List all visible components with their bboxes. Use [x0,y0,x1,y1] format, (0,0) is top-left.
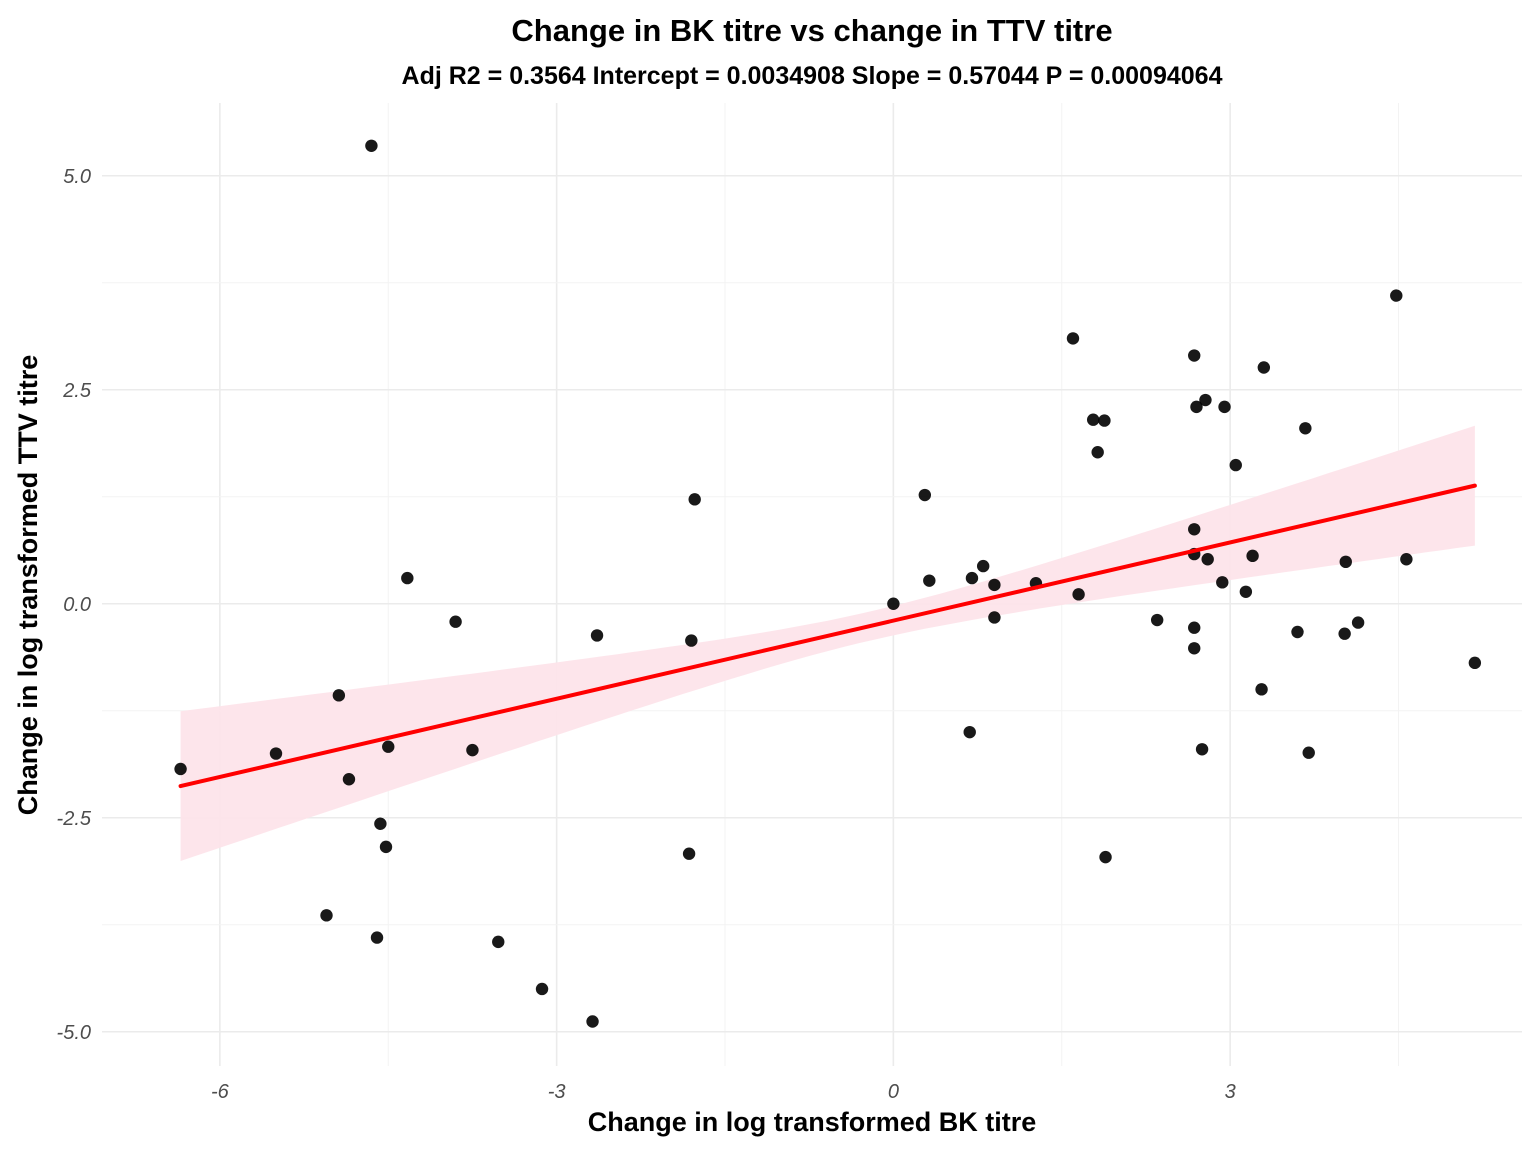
y-tick-label: 2.5 [62,380,92,402]
data-point [923,574,936,587]
data-point [174,762,187,776]
chart-title: Change in BK titre vs change in TTV titr… [511,13,1112,48]
data-point [466,743,479,757]
data-point [1188,642,1201,655]
data-point [320,909,333,922]
data-point [382,740,395,753]
data-point [1246,549,1259,563]
data-point [963,725,976,739]
data-point [1351,616,1365,629]
data-point [1150,613,1164,627]
data-point [1400,553,1413,566]
data-point [1066,332,1080,345]
data-point [1188,349,1201,362]
y-tick-label: -5.0 [57,1022,91,1044]
data-point [1338,627,1351,640]
x-tick-label: 3 [1225,1081,1236,1103]
data-point [1229,458,1242,472]
y-tick-label: 5.0 [63,166,91,188]
data-point [365,139,378,152]
data-point [1199,393,1212,407]
data-point [1468,656,1482,670]
data-point [988,578,1001,592]
confidence-band [180,425,1475,861]
x-axis-label: Change in log transformed BK titre [588,1107,1037,1137]
data-point [1339,555,1352,569]
data-point [1201,553,1214,566]
y-tick-label: -2.5 [57,808,92,830]
data-point [1218,400,1231,414]
data-point [1390,289,1403,302]
data-point [1086,413,1100,426]
data-point [1302,746,1315,759]
data-point [1098,414,1111,427]
x-tick-label: 0 [888,1081,899,1103]
regression-line-layer [178,483,1477,789]
data-point [535,982,549,996]
data-point [1091,446,1104,459]
data-point [1216,576,1229,589]
data-point [449,615,462,628]
data-point [1190,400,1203,414]
data-point [965,571,979,585]
gridlines [102,103,1522,1066]
data-point [1255,683,1268,696]
data-point [1299,422,1312,435]
data-point [1257,361,1271,374]
data-point [685,634,698,647]
data-point [590,629,604,642]
data-point [586,1015,599,1028]
data-point [1188,523,1201,536]
data-point [1291,625,1304,639]
y-tick-label: 0.0 [63,594,91,616]
data-point [976,559,990,573]
confidence-band-layer [180,425,1475,861]
data-point [342,773,356,786]
data-point [1099,850,1112,864]
data-point [1072,588,1085,601]
data-point [988,611,1001,624]
data-point [688,493,701,506]
data-point [269,747,283,760]
data-point [370,931,384,944]
chart-subtitle: Adj R2 = 0.3564 Intercept = 0.0034908 Sl… [402,62,1223,90]
data-point [1195,743,1209,756]
tick-labels-layer: -6 -3 0 3 -5.0 -2.5 0.0 2.5 5.0 [57,166,1236,1103]
data-point [1239,585,1253,598]
data-point [401,571,414,585]
data-points-layer [174,139,1482,1028]
data-point [492,935,505,949]
x-tick-label: -6 [211,1081,230,1103]
y-axis-label: Change in log transformed TTV titre [13,355,43,816]
data-point [379,840,393,854]
data-point [887,597,900,610]
data-point [374,817,387,830]
data-point [1188,621,1201,634]
x-tick-label: -3 [548,1081,566,1103]
regression-line [178,483,1477,789]
data-point [682,847,696,860]
data-point [918,488,932,502]
data-point [332,689,346,702]
